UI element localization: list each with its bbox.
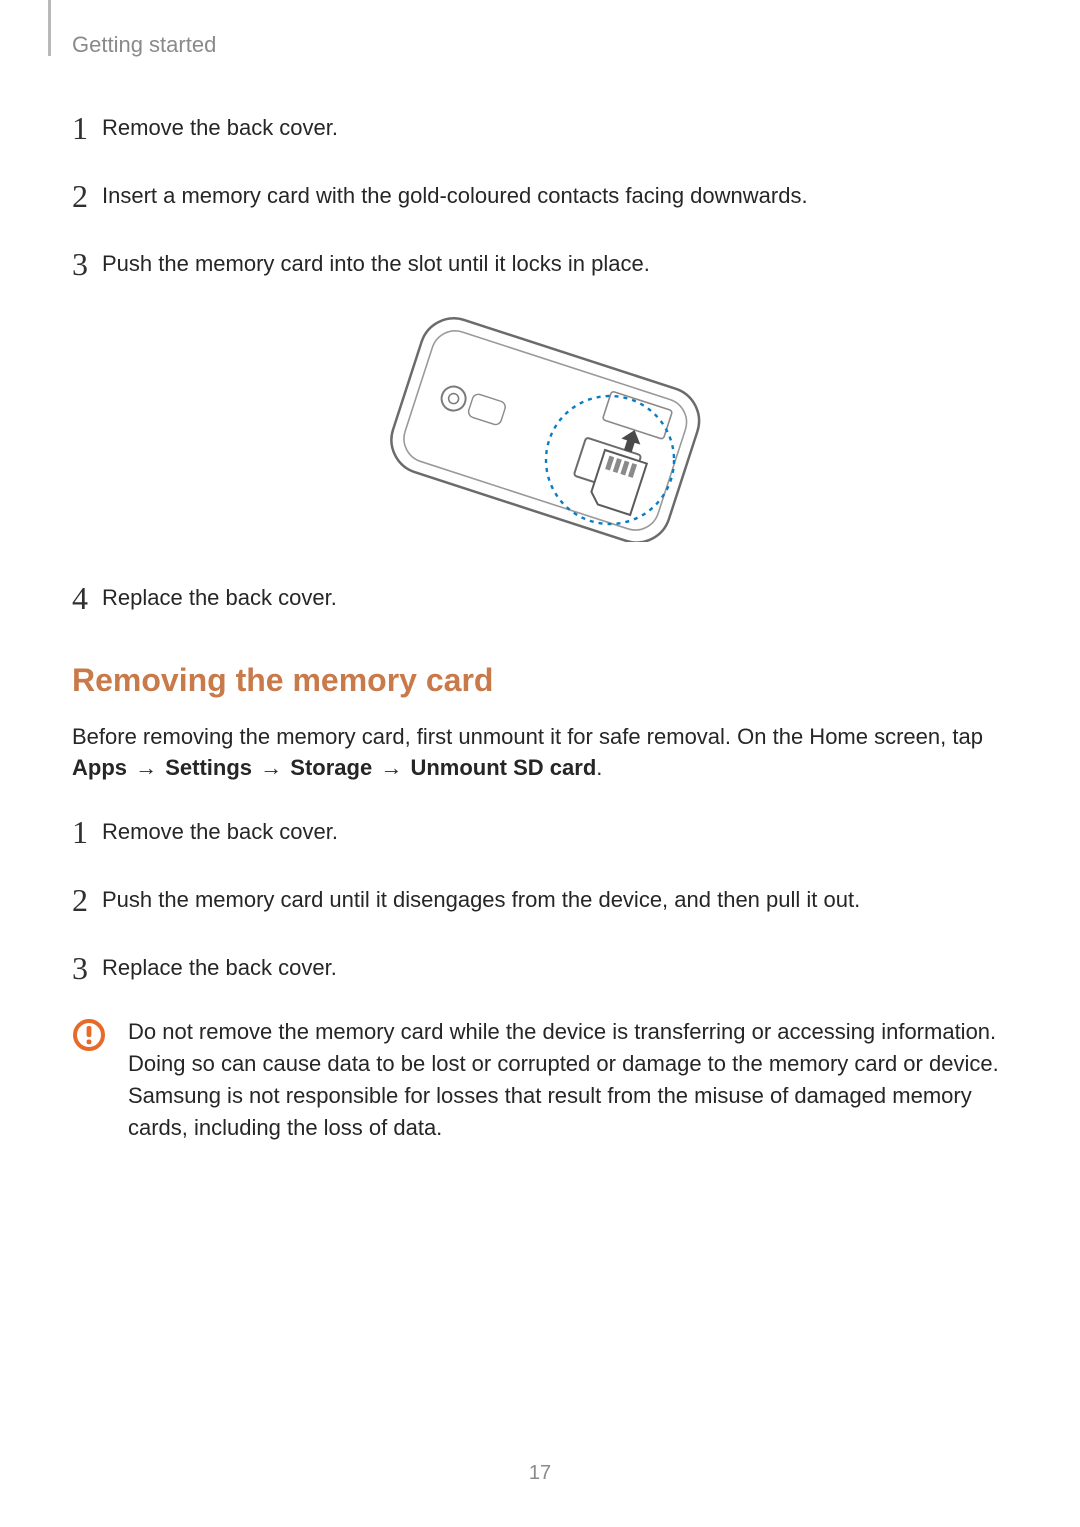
nav-apps: Apps bbox=[72, 755, 127, 780]
arrow-icon: → bbox=[258, 755, 284, 780]
remove-step: 1 Remove the back cover. bbox=[72, 812, 1008, 848]
intro-paragraph: Before removing the memory card, first u… bbox=[72, 721, 1008, 785]
arrow-icon: → bbox=[133, 755, 159, 780]
page-number: 17 bbox=[0, 1462, 1080, 1485]
install-step: 4 Replace the back cover. bbox=[72, 578, 1008, 614]
warning-text: Do not remove the memory card while the … bbox=[128, 1016, 1008, 1144]
warning-icon bbox=[72, 1018, 106, 1057]
step-text: Push the memory card until it disengages… bbox=[102, 884, 860, 916]
step-number: 1 bbox=[72, 112, 102, 144]
step-text: Replace the back cover. bbox=[102, 952, 337, 984]
step-text: Replace the back cover. bbox=[102, 582, 337, 614]
warning-callout: Do not remove the memory card while the … bbox=[72, 1016, 1008, 1144]
section-heading: Removing the memory card bbox=[72, 662, 1008, 699]
step-number: 1 bbox=[72, 816, 102, 848]
header-tick bbox=[48, 0, 51, 56]
step-text: Remove the back cover. bbox=[102, 112, 338, 144]
install-step: 1 Remove the back cover. bbox=[72, 108, 1008, 144]
remove-step: 2 Push the memory card until it disengag… bbox=[72, 880, 1008, 916]
intro-prefix: Before removing the memory card, first u… bbox=[72, 724, 983, 749]
step-text: Insert a memory card with the gold-colou… bbox=[102, 180, 808, 212]
arrow-icon: → bbox=[378, 755, 404, 780]
remove-step: 3 Replace the back cover. bbox=[72, 948, 1008, 984]
step-number: 2 bbox=[72, 884, 102, 916]
page-content: 1 Remove the back cover. 2 Insert a memo… bbox=[72, 108, 1008, 1144]
install-step: 2 Insert a memory card with the gold-col… bbox=[72, 176, 1008, 212]
nav-storage: Storage bbox=[290, 755, 372, 780]
step-text: Remove the back cover. bbox=[102, 816, 338, 848]
install-step: 3 Push the memory card into the slot unt… bbox=[72, 244, 1008, 280]
step-number: 2 bbox=[72, 180, 102, 212]
nav-unmount: Unmount SD card bbox=[410, 755, 596, 780]
step-number: 4 bbox=[72, 582, 102, 614]
step-number: 3 bbox=[72, 248, 102, 280]
intro-suffix: . bbox=[596, 755, 602, 780]
breadcrumb: Getting started bbox=[72, 32, 216, 58]
nav-settings: Settings bbox=[165, 755, 252, 780]
memory-card-diagram bbox=[72, 312, 1008, 542]
step-text: Push the memory card into the slot until… bbox=[102, 248, 650, 280]
step-number: 3 bbox=[72, 952, 102, 984]
